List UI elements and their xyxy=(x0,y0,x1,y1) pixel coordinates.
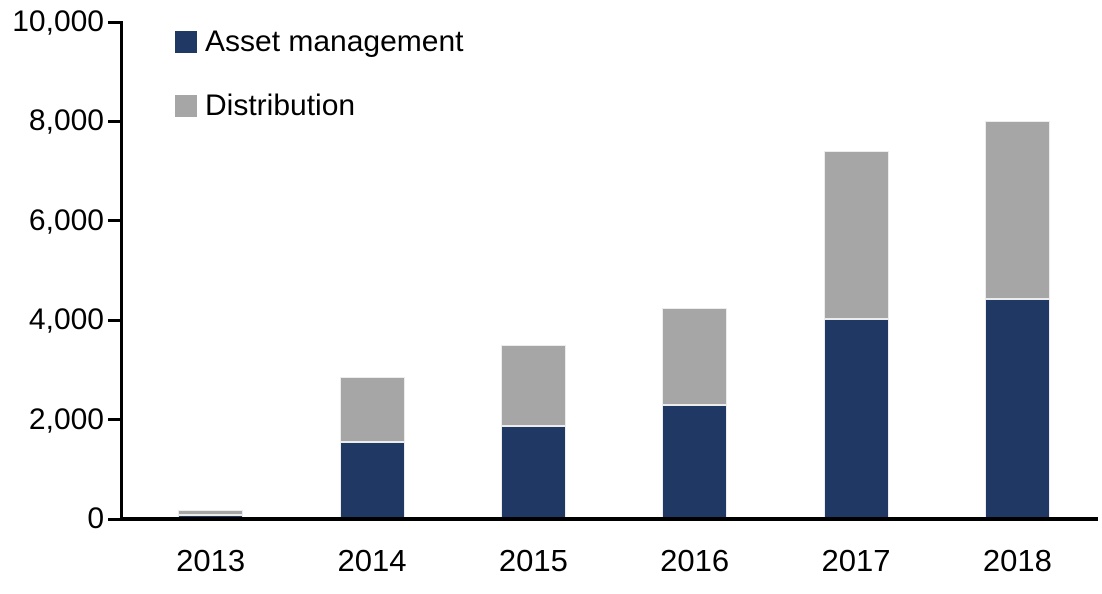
y-axis-line xyxy=(120,21,123,520)
y-tick-label: 0 xyxy=(87,502,104,535)
x-tick-label-2017: 2017 xyxy=(821,543,891,578)
y-tick xyxy=(108,517,120,521)
distribution-swatch-icon xyxy=(175,95,197,117)
bar-2018-asset-management xyxy=(984,299,1050,519)
x-tick-label-2018: 2018 xyxy=(982,543,1052,578)
legend-label-distribution: Distribution xyxy=(205,89,356,122)
y-tick xyxy=(108,119,120,123)
bar-2018-distribution xyxy=(984,121,1050,300)
bar-2014-asset-management xyxy=(339,442,405,519)
bar-2014-distribution xyxy=(339,377,405,443)
legend: Asset management Distribution xyxy=(175,25,464,155)
bar-2016-asset-management xyxy=(662,404,728,519)
y-tick-label: 2,000 xyxy=(28,402,104,436)
bar-2013-distribution xyxy=(178,509,244,515)
y-tick-label: 4,000 xyxy=(28,303,104,337)
legend-item-distribution: Distribution xyxy=(175,89,463,122)
legend-item-asset-management: Asset management xyxy=(175,25,464,58)
x-tick-label-2013: 2013 xyxy=(176,543,246,578)
y-tick xyxy=(108,418,120,422)
x-tick-label-2016: 2016 xyxy=(660,543,730,578)
y-tick xyxy=(108,318,120,322)
x-tick-label-2015: 2015 xyxy=(498,543,568,578)
bar-2017-distribution xyxy=(823,151,889,319)
y-tick xyxy=(108,20,120,24)
asset-management-swatch-icon xyxy=(175,31,197,53)
y-tick-label: 10,000 xyxy=(12,5,104,38)
y-tick-label: 8,000 xyxy=(28,104,104,138)
x-tick-label-2014: 2014 xyxy=(337,543,407,578)
bar-2015-asset-management xyxy=(500,425,566,519)
x-axis-line xyxy=(120,517,1098,521)
legend-label-asset-management: Asset management xyxy=(205,25,464,58)
y-tick xyxy=(108,219,120,223)
y-tick-label: 6,000 xyxy=(28,203,104,237)
bar-2015-distribution xyxy=(500,345,566,426)
bar-2017-asset-management xyxy=(823,318,889,519)
bar-2016-distribution xyxy=(662,307,728,405)
